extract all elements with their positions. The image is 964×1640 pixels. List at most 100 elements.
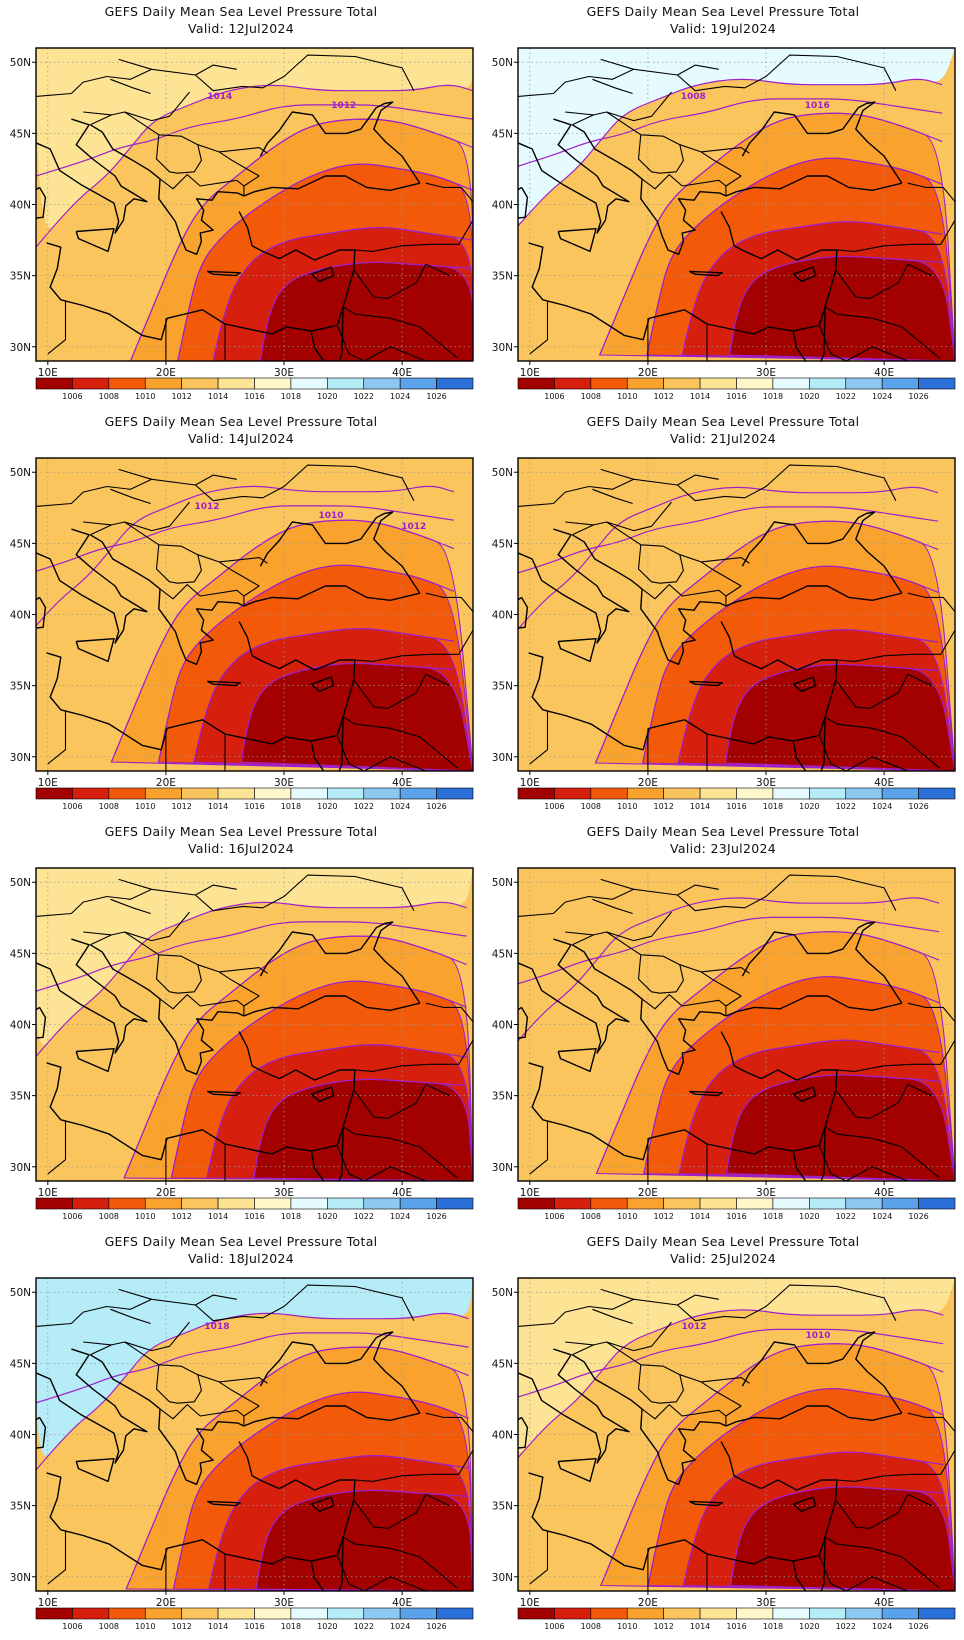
colorbar-swatch [663, 377, 701, 390]
country-border [218, 971, 260, 997]
isobar-contour [677, 629, 939, 764]
coastline [518, 1348, 630, 1464]
colorbar-label: 1016 [726, 1212, 746, 1221]
lon-tick-label: 30E [274, 1597, 294, 1609]
isobar-contour [595, 931, 940, 1174]
colorbar-label: 1008 [581, 1622, 601, 1631]
colorbar-label: 1006 [544, 1622, 564, 1631]
country-border [47, 1121, 67, 1175]
country-border [155, 954, 202, 994]
lon-tick-label: 10E [520, 1597, 540, 1609]
country-border [342, 306, 458, 359]
country-border [835, 673, 932, 709]
lon-tick-label: 40E [874, 1597, 894, 1609]
country-border [36, 54, 415, 97]
colorbar-label: 1008 [99, 1622, 119, 1631]
colorbar-label: 1026 [426, 392, 446, 401]
colorbar-swatch [517, 377, 555, 390]
isobar-contour [123, 935, 467, 1179]
country-border [600, 58, 634, 70]
coastline [741, 101, 903, 184]
country-border [342, 1536, 458, 1589]
map-canvas: 1014 1012 50N 45N 40N 35N 30N 10E 20E 30E 40E 1006 1… [10, 47, 474, 401]
colorbar-label: 1020 [317, 1622, 337, 1631]
country-border [342, 1126, 458, 1179]
country-border [529, 1531, 549, 1585]
contour-label: 1012 [401, 522, 426, 532]
colorbar-label: 1022 [354, 1622, 374, 1631]
country-border [336, 325, 427, 361]
colorbar-label: 1012 [171, 1212, 191, 1221]
lat-tick-label: 35N [492, 1501, 513, 1513]
coastline [472, 1369, 473, 1412]
isobar-contour [730, 1486, 944, 1586]
coastline [528, 1441, 838, 1571]
country-border [907, 1412, 955, 1433]
colorbar-swatch [918, 787, 956, 800]
country-border [677, 1294, 719, 1306]
panel-valid-date: Valid: 19Jul2024 [670, 21, 776, 36]
coastline [571, 124, 727, 255]
colorbar-label: 1016 [726, 392, 746, 401]
coastline [206, 270, 241, 277]
colorbar-swatch [436, 1197, 474, 1210]
isobar-contour [643, 976, 940, 1174]
colorbar-label: 1024 [872, 802, 892, 811]
colorbar-swatch [290, 377, 328, 390]
colorbar-swatch [626, 787, 664, 800]
country-border [425, 182, 473, 203]
isobar-contour [518, 1328, 944, 1398]
colorbar-label: 1010 [617, 802, 637, 811]
isobar-contour [600, 1343, 944, 1586]
country-border [700, 151, 742, 177]
country-border [90, 911, 190, 946]
lat-tick-label: 35N [492, 681, 513, 693]
colorbar-swatch [254, 1197, 292, 1210]
country-border [835, 263, 932, 299]
country-border [518, 464, 897, 507]
colorbar-swatch [845, 377, 883, 390]
colorbar-swatch [626, 1607, 664, 1620]
lat-tick-label: 50N [10, 57, 31, 69]
coastline [36, 1348, 148, 1464]
colorbar-swatch [699, 787, 737, 800]
colorbar-label: 1020 [799, 1622, 819, 1631]
panel-valid-date: Valid: 23Jul2024 [670, 841, 776, 856]
colorbar-label: 1018 [763, 1212, 783, 1221]
country-border [354, 1039, 473, 1072]
country-border [425, 1002, 473, 1023]
colorbar-swatch [181, 1607, 219, 1620]
contour-label: 1018 [204, 1322, 229, 1332]
isobar-contour [36, 104, 473, 177]
map-canvas: 1012 1010 50N 45N 40N 35N 30N 10E 20E 30E 40E 1006 1… [492, 1277, 956, 1631]
panel-valid-date: Valid: 12Jul2024 [188, 21, 294, 36]
colorbar-swatch [554, 377, 592, 390]
colorbar-label: 1020 [799, 802, 819, 811]
lon-tick-label: 40E [874, 1187, 894, 1199]
panel-title: GEFS Daily Mean Sea Level Pressure Total [104, 4, 378, 19]
colorbar-label: 1010 [135, 1622, 155, 1631]
country-border [565, 931, 594, 936]
lon-tick-label: 10E [38, 1597, 58, 1609]
coastline [792, 1086, 817, 1102]
colorbar-label: 1016 [726, 1622, 746, 1631]
lon-tick-label: 20E [156, 1597, 176, 1609]
lon-tick-label: 40E [874, 777, 894, 789]
coastline [518, 938, 630, 1054]
country-border [637, 134, 684, 174]
coastline [259, 1331, 421, 1414]
coastline [46, 621, 356, 751]
colorbar-swatch [363, 1607, 401, 1620]
lat-tick-label: 50N [492, 467, 513, 479]
lon-tick-label: 20E [156, 1187, 176, 1199]
colorbar-label: 1008 [99, 1212, 119, 1221]
country-border [824, 716, 940, 769]
country-border [835, 1493, 932, 1529]
coastline [472, 139, 473, 182]
coastline [259, 101, 421, 184]
coastline [954, 959, 955, 1002]
colorbar-label: 1014 [208, 802, 228, 811]
coastline [89, 534, 245, 665]
country-border [354, 219, 473, 252]
colorbar-label: 1010 [617, 392, 637, 401]
